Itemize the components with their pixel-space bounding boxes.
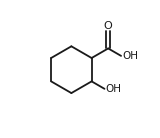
Text: OH: OH bbox=[122, 51, 138, 61]
Text: OH: OH bbox=[105, 84, 121, 94]
Text: O: O bbox=[104, 21, 112, 31]
